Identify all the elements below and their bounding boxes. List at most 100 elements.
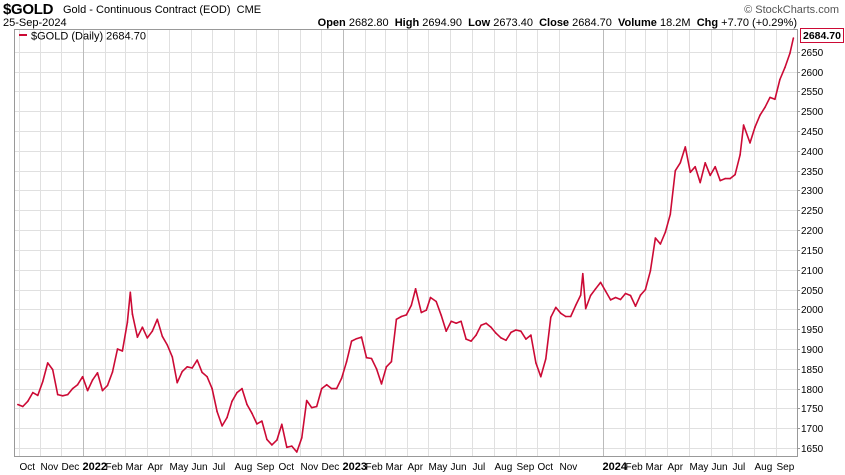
price-point — [729, 177, 731, 180]
x-tick-label: Feb — [106, 462, 124, 473]
price-point — [410, 304, 413, 307]
price-point — [86, 389, 89, 392]
price-point — [634, 305, 637, 308]
y-tick-label: 1750 — [801, 404, 824, 415]
y-tick-label: 1650 — [801, 444, 824, 455]
price-point — [550, 316, 552, 319]
price-point — [375, 368, 378, 370]
price-point — [310, 406, 313, 409]
x-tick-label: Apr — [408, 462, 424, 473]
price-point — [684, 146, 687, 148]
price-point — [470, 340, 472, 342]
price-point — [530, 334, 532, 336]
price-point — [465, 338, 467, 340]
price-point — [689, 171, 692, 174]
close-value: 2684.70 — [572, 17, 612, 29]
price-point — [226, 416, 228, 419]
price-point — [101, 389, 104, 392]
price-point — [51, 368, 54, 371]
price-point — [71, 387, 74, 390]
price-point — [166, 344, 169, 346]
price-point — [17, 403, 19, 406]
price-point — [505, 339, 507, 342]
price-point — [759, 114, 761, 116]
price-point — [116, 348, 119, 350]
price-point — [584, 307, 587, 310]
price-point — [385, 366, 388, 368]
grid — [15, 30, 797, 456]
price-point — [742, 124, 745, 126]
price-point — [754, 126, 756, 128]
price-point — [525, 338, 527, 340]
x-tick-label: 2022 — [83, 461, 107, 473]
price-point — [251, 412, 253, 415]
price-point — [46, 362, 49, 364]
price-point — [405, 314, 408, 316]
x-tick-label: Mar — [386, 462, 404, 473]
price-point — [206, 375, 208, 378]
price-point — [325, 383, 328, 386]
chg-value: +7.70 (+0.29%) — [721, 17, 797, 29]
price-point — [639, 294, 642, 296]
price-point — [414, 288, 417, 290]
price-point — [61, 395, 64, 397]
last-price-tag: 2684.70 — [800, 28, 844, 43]
price-point — [569, 315, 572, 318]
price-point — [440, 314, 443, 317]
price-point — [56, 393, 59, 396]
legend: $GOLD (Daily) 2684.70 — [19, 31, 146, 43]
price-point — [475, 334, 477, 336]
last-price-value: 2684.70 — [803, 30, 841, 42]
x-tick-label: 2024 — [603, 461, 628, 473]
price-point — [350, 340, 353, 342]
price-point — [480, 324, 482, 327]
price-point — [171, 356, 174, 358]
y-tick-label: 2550 — [801, 87, 824, 98]
x-tick-label: Nov — [301, 462, 319, 473]
x-tick-label: Sep — [257, 462, 275, 473]
price-point — [694, 165, 696, 168]
last-price-box — [800, 28, 844, 43]
price-point — [714, 165, 716, 168]
price-point — [724, 177, 726, 180]
price-point — [380, 383, 383, 385]
price-point — [485, 322, 487, 325]
x-tick-label: Oct — [538, 462, 554, 473]
price-point — [704, 162, 706, 164]
price-point — [246, 403, 248, 406]
low-label: Low — [468, 17, 491, 29]
price-point — [395, 318, 398, 321]
price-point — [201, 371, 203, 374]
x-tick-label: Jul — [473, 462, 486, 473]
price-point — [425, 309, 428, 312]
x-tick-label: Jun — [451, 462, 467, 473]
price-point — [37, 394, 39, 397]
price-point — [91, 379, 94, 381]
x-tick-label: Oct — [279, 462, 295, 473]
price-point — [42, 380, 44, 383]
y-tick-label: 1900 — [801, 345, 824, 356]
quote-date: 25-Sep-2024 — [3, 17, 67, 29]
price-point — [271, 444, 273, 446]
x-tick-label: Jul — [733, 462, 746, 473]
x-tick-label: Oct — [20, 462, 36, 473]
x-tick-label: Mar — [126, 462, 144, 473]
price-point — [340, 377, 343, 380]
price-point — [669, 213, 672, 216]
price-point — [445, 330, 448, 333]
price-point — [774, 98, 776, 101]
y-tick-label: 2600 — [801, 68, 824, 79]
price-point — [161, 335, 164, 338]
price-point — [734, 173, 736, 176]
price-point — [131, 313, 134, 315]
price-point — [490, 326, 492, 329]
x-tick-label: Mar — [646, 462, 664, 473]
price-point — [614, 296, 617, 299]
price-point — [320, 387, 323, 390]
price-point — [360, 336, 363, 338]
x-tick-label: Jun — [712, 462, 728, 473]
price-point — [241, 387, 243, 390]
price-point — [76, 383, 79, 386]
